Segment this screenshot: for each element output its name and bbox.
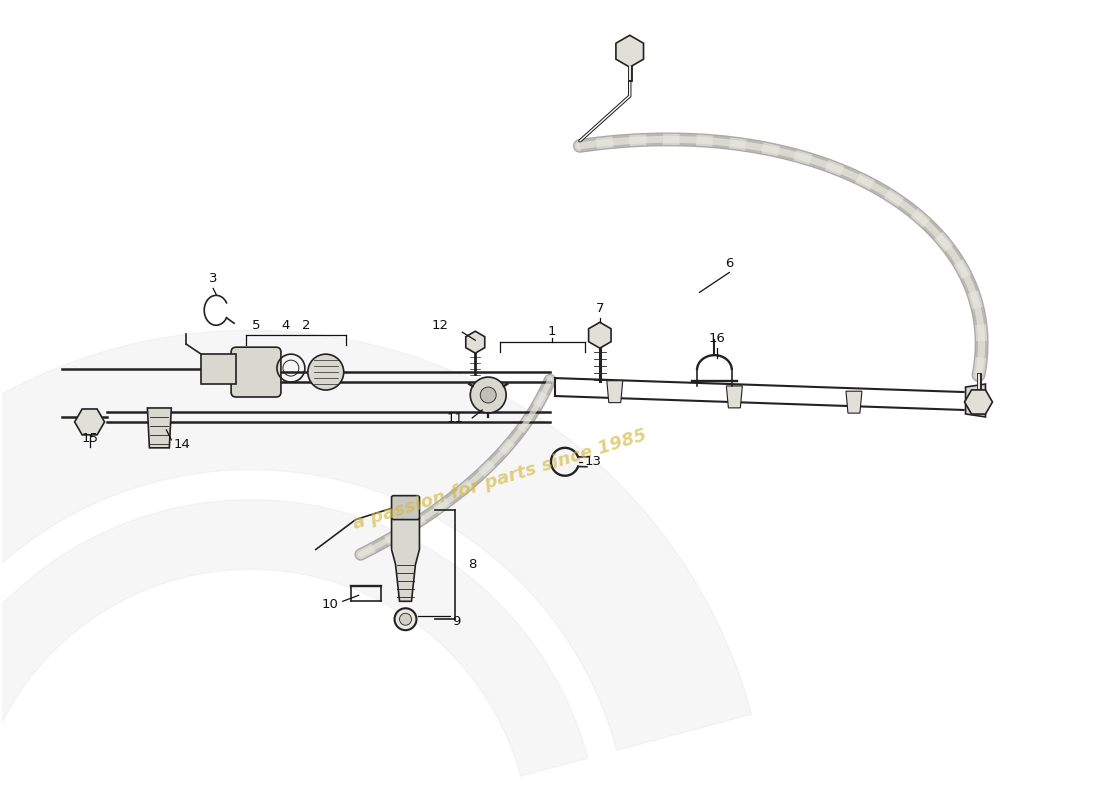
- FancyBboxPatch shape: [392, 496, 419, 519]
- Circle shape: [471, 377, 506, 413]
- Circle shape: [399, 614, 411, 626]
- Polygon shape: [147, 408, 172, 448]
- Polygon shape: [726, 386, 742, 408]
- Text: 15: 15: [81, 432, 98, 445]
- Polygon shape: [607, 381, 623, 402]
- Text: 3: 3: [209, 272, 218, 286]
- Text: 8: 8: [469, 558, 476, 571]
- Polygon shape: [588, 322, 610, 348]
- Text: 7: 7: [595, 302, 604, 315]
- Polygon shape: [966, 384, 986, 417]
- Polygon shape: [846, 391, 862, 413]
- Text: 2: 2: [301, 319, 310, 332]
- Polygon shape: [616, 35, 644, 67]
- Text: 1: 1: [548, 326, 557, 338]
- Circle shape: [395, 608, 417, 630]
- Polygon shape: [0, 500, 587, 776]
- Text: 9: 9: [452, 614, 461, 628]
- Polygon shape: [465, 331, 485, 353]
- Text: 14: 14: [174, 438, 190, 451]
- Text: 4: 4: [282, 319, 290, 332]
- Circle shape: [481, 387, 496, 403]
- Polygon shape: [965, 390, 992, 414]
- FancyBboxPatch shape: [231, 347, 280, 397]
- Text: 5: 5: [252, 319, 261, 332]
- Text: 6: 6: [725, 258, 734, 270]
- Polygon shape: [392, 518, 419, 602]
- Text: 12: 12: [431, 319, 449, 332]
- Polygon shape: [75, 409, 104, 435]
- Polygon shape: [0, 330, 751, 750]
- Polygon shape: [201, 354, 236, 384]
- Text: 16: 16: [710, 332, 726, 345]
- Text: 11: 11: [447, 412, 464, 425]
- Text: a passion for parts since 1985: a passion for parts since 1985: [351, 426, 649, 533]
- Text: 13: 13: [585, 455, 602, 468]
- Circle shape: [308, 354, 343, 390]
- Text: 10: 10: [322, 598, 339, 610]
